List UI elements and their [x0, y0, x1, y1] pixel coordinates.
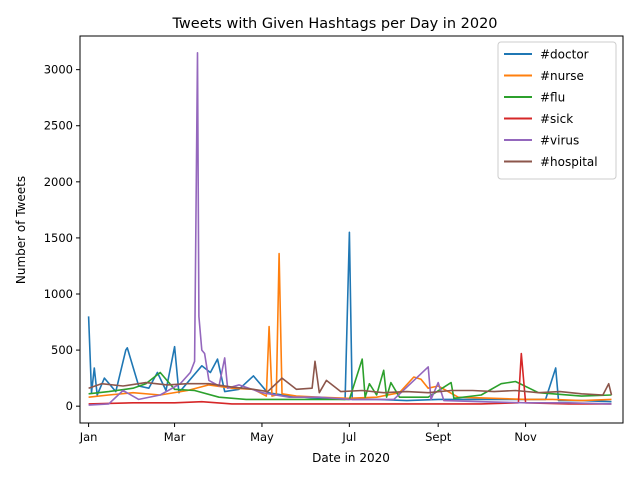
legend-label-sick: #sick	[540, 112, 573, 126]
y-tick-label: 2500	[44, 119, 73, 133]
legend-label-virus: #virus	[540, 134, 579, 148]
legend-label-hospital: #hospital	[540, 155, 598, 169]
legend: #doctor #nurse #flu #sick #virus #hospital	[497, 41, 617, 180]
legend-label-flu: #flu	[540, 91, 565, 105]
x-tick-label: Jan	[79, 430, 98, 444]
y-axis-label: Number of Tweets	[14, 176, 28, 284]
x-tick-label: Mar	[164, 430, 186, 444]
y-tick-label: 1000	[44, 287, 73, 301]
x-tick-label: Jul	[341, 430, 356, 444]
y-tick-label: 2000	[44, 175, 73, 189]
y-tick-label: 500	[51, 343, 73, 357]
series-line-hospital	[88, 360, 613, 396]
plot-frame	[79, 35, 624, 424]
y-tick-label: 1500	[44, 231, 73, 245]
y-tick-label: 3000	[44, 63, 73, 77]
series-line-virus	[88, 51, 612, 406]
legend-label-doctor: #doctor	[540, 48, 589, 62]
y-tick-label: 0	[66, 399, 73, 413]
x-tick-label: May	[250, 430, 274, 444]
x-axis-label: Date in 2020	[312, 451, 390, 465]
chart-title: Tweets with Given Hashtags per Day in 20…	[171, 16, 497, 32]
y-axis: 0 500 1000 1500 2000 2500 3000	[44, 63, 80, 413]
series-lines	[87, 51, 613, 406]
x-axis: Jan Mar May Jul Sept Nov	[79, 423, 537, 444]
legend-label-nurse: #nurse	[540, 69, 584, 83]
x-tick-label: Sept	[425, 430, 452, 444]
series-line-sick	[88, 352, 612, 405]
series-line-nurse	[88, 252, 612, 402]
x-tick-label: Nov	[514, 430, 537, 444]
